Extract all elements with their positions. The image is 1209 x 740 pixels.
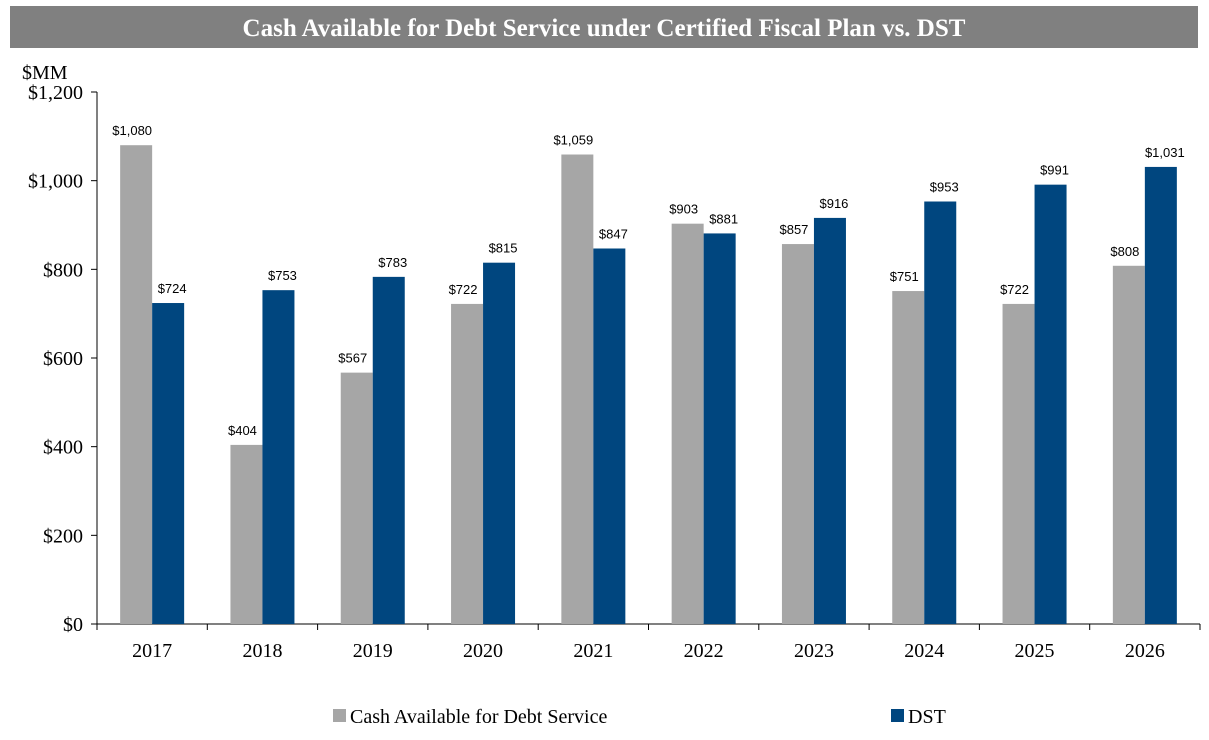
chart-title: Cash Available for Debt Service under Ce… [243, 15, 966, 42]
legend: Cash Available for Debt Service DST [333, 706, 946, 728]
bar-dst [1034, 184, 1067, 624]
x-tick-label: 2022 [684, 640, 724, 662]
bar-cash-available [1112, 265, 1145, 624]
x-tick-label: 2018 [242, 640, 282, 662]
bar-dst [483, 262, 516, 624]
data-label: $953 [930, 180, 959, 195]
y-tick-label: $1,000 [28, 171, 83, 193]
bar-cash-available [230, 444, 263, 624]
bar-cash-available [561, 154, 594, 624]
data-label: $1,031 [1145, 145, 1185, 160]
data-label: $847 [599, 226, 628, 241]
bar-cash-available [451, 303, 484, 624]
data-label: $1,059 [553, 133, 593, 148]
x-tick-label: 2019 [353, 640, 393, 662]
data-label: $808 [1110, 244, 1139, 259]
legend-label: DST [908, 706, 946, 728]
bar-dst [372, 276, 405, 624]
plot-area: $0 $200 $400 $600 $800 $1,000 $1,200 2017 2018 20… [28, 82, 1201, 662]
x-tick-label: 2025 [1015, 640, 1055, 662]
data-label: $722 [1000, 282, 1029, 297]
y-tick-label: $800 [43, 259, 83, 281]
data-label: $724 [158, 281, 187, 296]
x-tick-label: 2026 [1125, 640, 1165, 662]
bar-cash-available [671, 223, 704, 625]
x-tick-label: 2023 [794, 640, 834, 662]
legend-label: Cash Available for Debt Service [350, 706, 607, 728]
y-tick-label: $200 [43, 525, 83, 547]
bar-dst [813, 217, 846, 624]
y-tick-label: $400 [43, 437, 83, 459]
bar-cash-available [892, 291, 925, 624]
x-tick-label: 2017 [132, 640, 172, 662]
bar-dst [593, 248, 626, 624]
data-label: $783 [378, 255, 407, 270]
bar-cash-available [781, 244, 814, 624]
y-tick-label: $600 [43, 348, 83, 370]
data-label: $991 [1040, 163, 1069, 178]
chart-title-bar [10, 6, 1198, 48]
bar-dst [152, 303, 185, 624]
bar-cash-available [120, 145, 153, 624]
data-label: $815 [489, 241, 518, 256]
x-tick-label: 2024 [904, 640, 944, 662]
data-label: $404 [228, 423, 257, 438]
legend-swatch [333, 709, 346, 722]
data-label: $881 [709, 211, 738, 226]
bar-dst [1144, 166, 1177, 624]
x-tick-label: 2020 [463, 640, 503, 662]
legend-swatch [891, 709, 904, 722]
data-label: $751 [890, 269, 919, 284]
y-tick-label: $1,200 [28, 82, 83, 104]
x-tick-label: 2021 [573, 640, 613, 662]
data-label: $916 [819, 196, 848, 211]
bar-dst [262, 290, 295, 624]
data-label: $903 [669, 202, 698, 217]
data-label: $567 [338, 351, 367, 366]
bar-dst [703, 233, 736, 624]
data-label: $857 [779, 222, 808, 237]
y-axis-unit-label: $MM [22, 62, 68, 84]
data-label: $753 [268, 268, 297, 283]
y-tick-label: $0 [63, 614, 83, 636]
bar-dst [924, 201, 957, 624]
data-label: $1,080 [112, 123, 152, 138]
data-label: $722 [449, 282, 478, 297]
bar-cash-available [1002, 303, 1035, 624]
bar-cash-available [340, 372, 373, 624]
